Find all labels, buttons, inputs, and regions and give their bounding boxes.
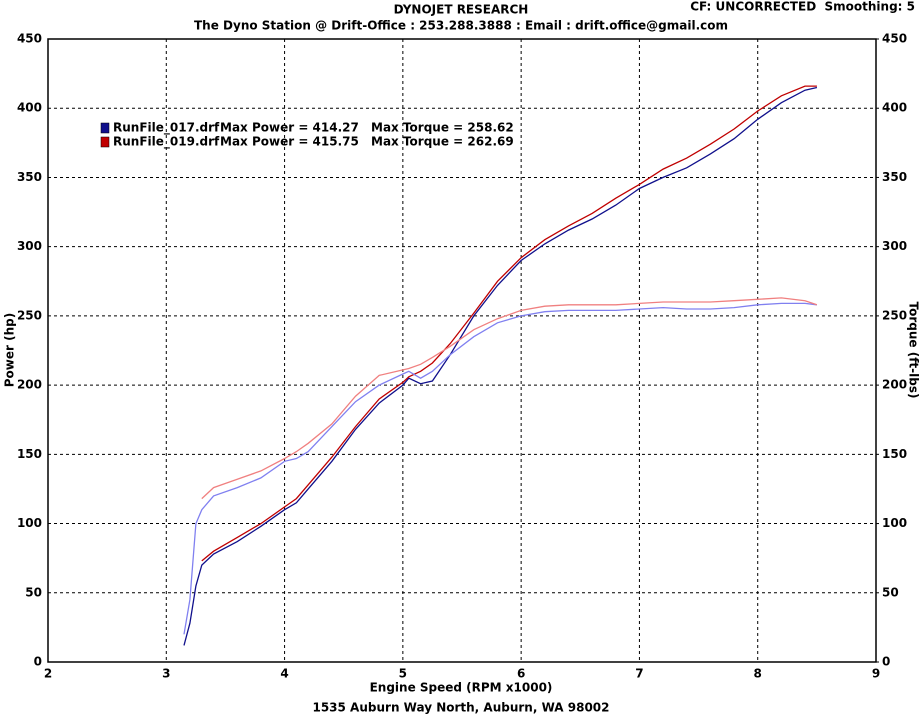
x-tick-label: 3 xyxy=(162,667,170,681)
y2-tick-label: 200 xyxy=(882,378,907,392)
y2-tick-label: 0 xyxy=(882,655,890,669)
y-tick-label: 250 xyxy=(17,308,42,322)
y-tick-label: 100 xyxy=(17,516,42,530)
x-tick-label: 4 xyxy=(280,667,288,681)
corner-note: CF: UNCORRECTED Smoothing: 5 xyxy=(690,0,915,14)
y-axis-label: Power (hp) xyxy=(3,313,17,387)
footer: 1535 Auburn Way North, Auburn, WA 98002 xyxy=(312,701,609,715)
plot-frame xyxy=(47,38,877,663)
x-tick-label: 7 xyxy=(635,667,643,681)
x-tick-label: 9 xyxy=(872,667,880,681)
x-axis-label: Engine Speed (RPM x1000) xyxy=(370,681,553,695)
y2-tick-label: 100 xyxy=(882,516,907,530)
y2-tick-label: 150 xyxy=(882,447,907,461)
legend-stat: Max Torque = 262.69 xyxy=(371,135,514,149)
y-tick-label: 200 xyxy=(17,378,42,392)
y2-tick-label: 50 xyxy=(882,585,899,599)
y-tick-label: 350 xyxy=(17,170,42,184)
chart-title: DYNOJET RESEARCH xyxy=(394,3,529,17)
y-tick-label: 150 xyxy=(17,447,42,461)
chart-subtitle: The Dyno Station @ Drift-Office : 253.28… xyxy=(194,19,728,33)
y-tick-label: 300 xyxy=(17,239,42,253)
y-tick-label: 50 xyxy=(25,585,42,599)
y2-tick-label: 400 xyxy=(882,101,907,115)
x-tick-label: 5 xyxy=(399,667,407,681)
y2-tick-label: 450 xyxy=(882,32,907,46)
x-tick-label: 2 xyxy=(44,667,52,681)
series-line xyxy=(183,302,817,635)
series-line xyxy=(201,85,817,562)
legend-label: RunFile_019.drf xyxy=(113,135,220,150)
x-tick-label: 8 xyxy=(754,667,762,681)
legend-stat: Max Power = 414.27 xyxy=(220,121,359,135)
legend-stat: Max Power = 415.75 xyxy=(220,135,359,149)
x-tick-label: 6 xyxy=(517,667,525,681)
legend-swatch xyxy=(100,136,110,148)
y2-tick-label: 350 xyxy=(882,170,907,184)
series-line xyxy=(183,86,818,646)
series-line xyxy=(201,297,818,500)
y-tick-label: 400 xyxy=(17,101,42,115)
y2-axis-label: Torque (ft-lbs) xyxy=(907,302,921,399)
y-tick-label: 450 xyxy=(17,32,42,46)
y-tick-label: 0 xyxy=(34,655,42,669)
y2-tick-label: 250 xyxy=(882,308,907,322)
legend-swatch xyxy=(100,122,110,134)
legend-label: RunFile_017.drf xyxy=(113,121,220,136)
legend-stat: Max Torque = 258.62 xyxy=(371,121,514,135)
y2-tick-label: 300 xyxy=(882,239,907,253)
